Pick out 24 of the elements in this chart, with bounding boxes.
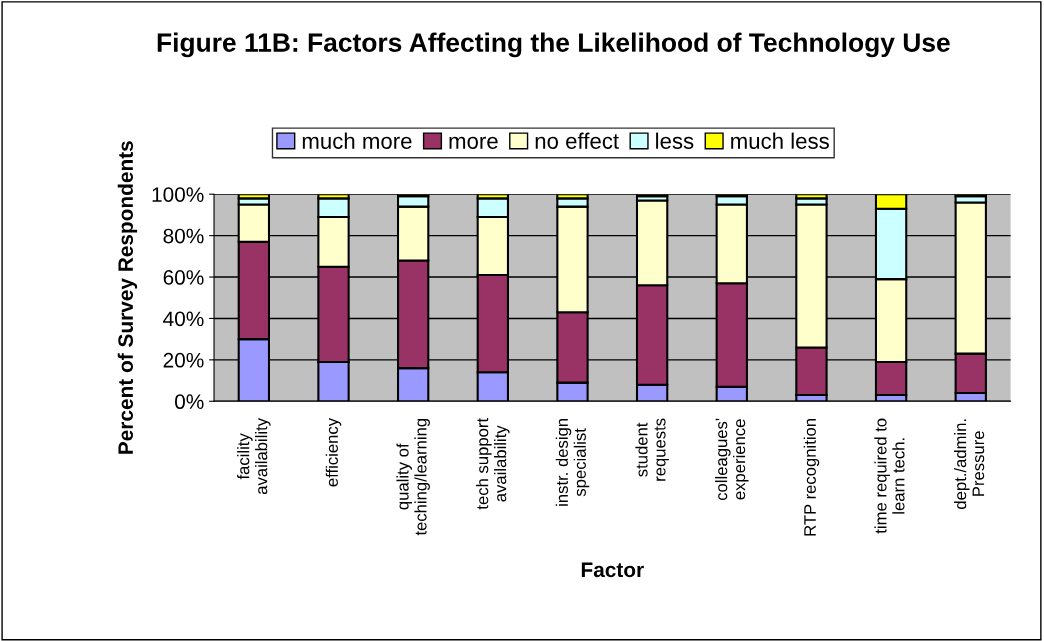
x-tick-label: facility availability — [237, 417, 271, 495]
x-tick-label: tech support availability — [476, 418, 510, 510]
y-tick-label: 100% — [152, 187, 204, 202]
y-axis-title: Percent of Survey Respondents — [117, 141, 138, 454]
x-tick-label: dept./admin. Pressure — [954, 419, 985, 509]
x-tick-label: instr. design specialist — [555, 419, 590, 506]
x-tick-label: colleagues' experience — [715, 418, 749, 501]
x-tick-label: quality of teching/learning — [396, 419, 430, 536]
x-tick-label: efficiency — [325, 417, 342, 487]
y-tick-label: 80% — [163, 228, 204, 244]
legend-label: less — [656, 132, 694, 149]
y-tick-label: 60% — [163, 270, 204, 285]
legend-label: much less — [731, 132, 829, 149]
x-tick-label: student requests — [635, 418, 669, 481]
y-tick-label: 0% — [175, 394, 204, 410]
legend-label: no effect — [535, 132, 619, 149]
y-tick-label: 40% — [163, 311, 204, 327]
chart-title: Figure 11B: Factors Affecting the Likelihood of Technology Use — [157, 32, 950, 58]
y-tick-label: 20% — [163, 352, 204, 368]
x-axis-title: Factor — [581, 562, 644, 578]
x-tick-label: time required to learn tech. — [874, 418, 905, 534]
legend-label: much more — [302, 132, 412, 149]
legend-label: more — [449, 136, 498, 149]
x-tick-label: RTP recognition — [803, 419, 820, 536]
